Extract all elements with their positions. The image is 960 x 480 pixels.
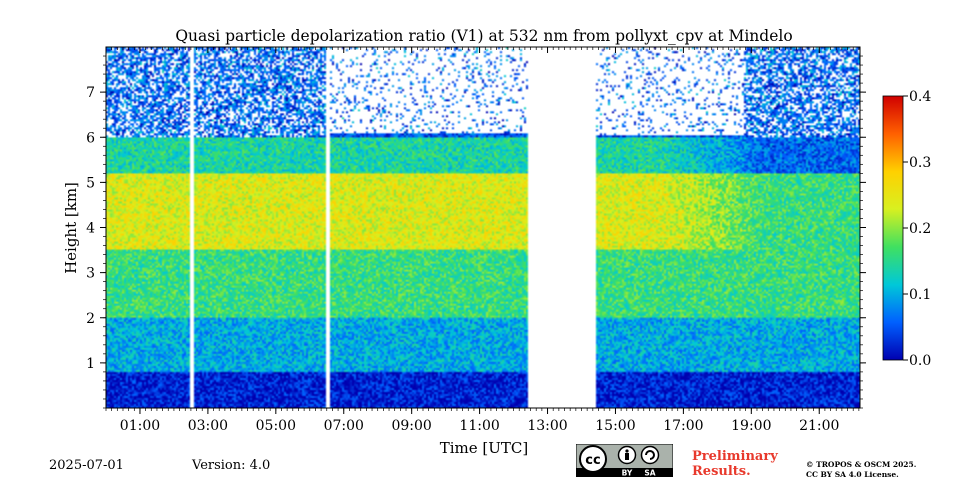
svg-text:cc: cc [585,453,600,468]
copyright-line1: © TROPOS & OSCM 2025. [806,460,917,469]
cc-sa-text: SA [644,469,655,478]
y-tick-label: 3 [86,266,95,282]
cc-license-icon: cc BY SA [576,444,673,477]
colorbar-tick-label: 0.3 [909,155,931,171]
x-tick-label: 07:00 [324,418,364,434]
y-tick-label: 6 [86,130,95,146]
preliminary-line2: Results. [692,464,751,479]
x-axis-ticks: 01:00 03:00 05:00 07:00 09:00 11:00 13:00 15:00… [105,47,860,434]
x-tick-label: 01:00 [120,418,160,434]
x-tick-label: 11:00 [459,418,499,434]
colorbar-tick-label: 0.0 [909,353,931,369]
x-tick-label: 05:00 [256,418,296,434]
x-axis-label: Time [UTC] [440,439,529,457]
version-label: Version: 4.0 [192,458,271,473]
copyright-notice: © TROPOS & OSCM 2025. CC BY SA 4.0 Licen… [806,460,916,480]
x-tick-label: 17:00 [663,418,703,434]
x-tick-label: 21:00 [799,418,839,434]
y-tick-label: 4 [86,221,95,237]
x-tick-label: 19:00 [731,418,771,434]
x-tick-label: 09:00 [391,418,431,434]
colorbar-ticks: 0.0 0.1 0.2 0.3 0.4 [903,89,931,369]
y-tick-label: 2 [86,311,95,327]
heatmap-image [106,47,860,408]
preliminary-results-label: Preliminary Results. [692,449,778,479]
y-tick-label: 1 [86,356,95,372]
colorbar: 0.0 0.1 0.2 0.3 0.4 [882,89,931,369]
colorbar-tick-label: 0.1 [909,287,931,303]
x-tick-label: 13:00 [527,418,567,434]
chart-title: Quasi particle depolarization ratio (V1)… [175,27,792,45]
y-tick-label: 7 [86,85,95,101]
preliminary-line1: Preliminary [692,449,778,464]
cc-by-text: BY [622,469,633,478]
colorbar-gradient [882,95,904,361]
x-tick-label: 15:00 [595,418,635,434]
x-tick-label: 03:00 [188,418,228,434]
date-label: 2025-07-01 [49,458,124,473]
y-axis-ticks: 1 2 3 4 5 6 7 [86,55,866,409]
colorbar-tick-label: 0.2 [909,221,931,237]
plot-area [105,46,861,409]
y-axis-label: Height [km] [62,182,80,274]
copyright-line2: CC BY SA 4.0 License. [806,470,899,479]
colorbar-tick-label: 0.4 [909,89,931,105]
y-tick-label: 5 [86,175,95,191]
